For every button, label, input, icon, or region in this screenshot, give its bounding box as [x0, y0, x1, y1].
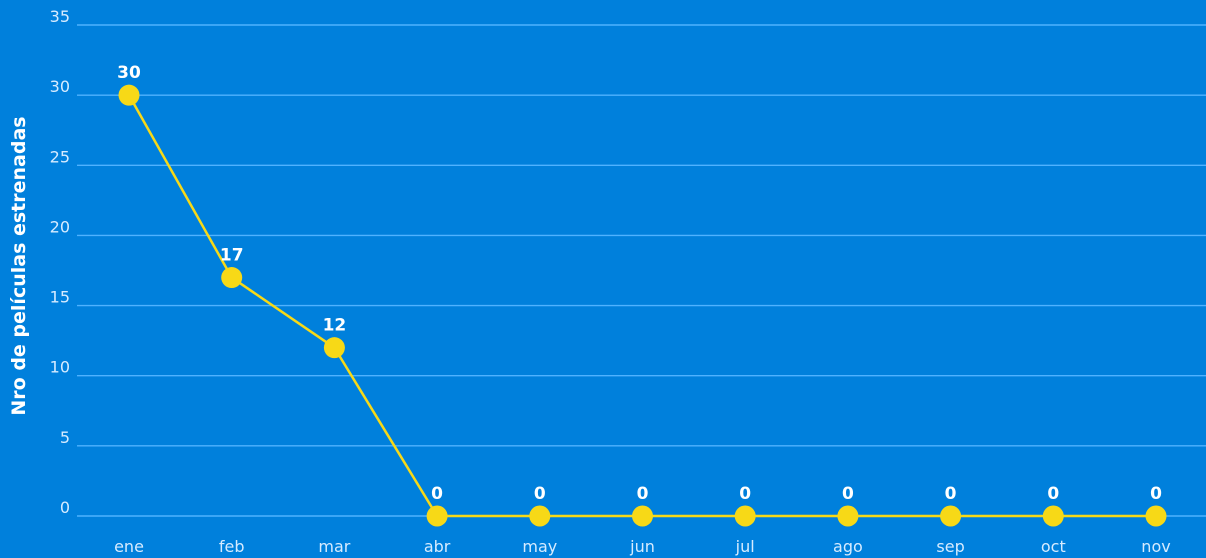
data-label: 0	[945, 484, 957, 504]
x-tick-label: sep	[936, 537, 964, 556]
x-tick-label: ene	[114, 537, 144, 556]
data-point	[734, 505, 756, 527]
data-point	[323, 337, 345, 359]
y-tick-label: 0	[60, 498, 70, 517]
data-label: 0	[637, 484, 649, 504]
x-tick-label: mar	[318, 537, 350, 556]
data-label: 0	[739, 484, 751, 504]
data-labels: 30 17 12 0 0 0 0 0 0 0 0	[117, 63, 1162, 504]
y-tick-label: 35	[50, 7, 70, 26]
x-tick-label: jun	[629, 537, 655, 556]
data-label: 17	[220, 246, 244, 266]
data-point	[426, 505, 448, 527]
data-label: 0	[534, 484, 546, 504]
y-tick-label: 20	[50, 217, 70, 236]
y-tick-label: 30	[50, 77, 70, 96]
data-label: 0	[842, 484, 854, 504]
y-tick-label: 10	[50, 358, 70, 377]
data-point	[632, 505, 653, 527]
y-tick-label: 15	[50, 288, 70, 307]
data-point	[1042, 505, 1064, 527]
x-tick-label: jul	[735, 537, 755, 556]
data-point	[221, 267, 243, 289]
data-point	[1145, 505, 1167, 527]
y-axis-ticks: 0 5 10 15 20 25 30 35	[50, 7, 70, 517]
x-axis-ticks: ene feb mar abr may jun jul ago sep oct nov	[114, 537, 1171, 556]
data-point	[118, 84, 140, 106]
gridlines	[77, 24, 1206, 517]
y-tick-label: 25	[50, 147, 70, 166]
data-point	[940, 505, 962, 527]
y-tick-label: 5	[60, 428, 70, 447]
data-label: 0	[431, 484, 443, 504]
series-line	[118, 84, 1167, 527]
x-tick-label: oct	[1041, 537, 1066, 556]
data-label: 12	[323, 316, 347, 336]
x-tick-label: nov	[1141, 537, 1170, 556]
x-tick-label: ago	[833, 537, 863, 556]
data-point	[837, 505, 859, 527]
data-point	[529, 505, 551, 527]
x-tick-label: may	[522, 537, 557, 556]
data-label: 30	[117, 63, 141, 83]
x-tick-label: feb	[219, 537, 245, 556]
data-label: 0	[1047, 484, 1059, 504]
data-label: 0	[1150, 484, 1162, 504]
x-tick-label: abr	[424, 537, 451, 556]
y-axis-label: Nro de películas estrenadas	[8, 116, 30, 415]
